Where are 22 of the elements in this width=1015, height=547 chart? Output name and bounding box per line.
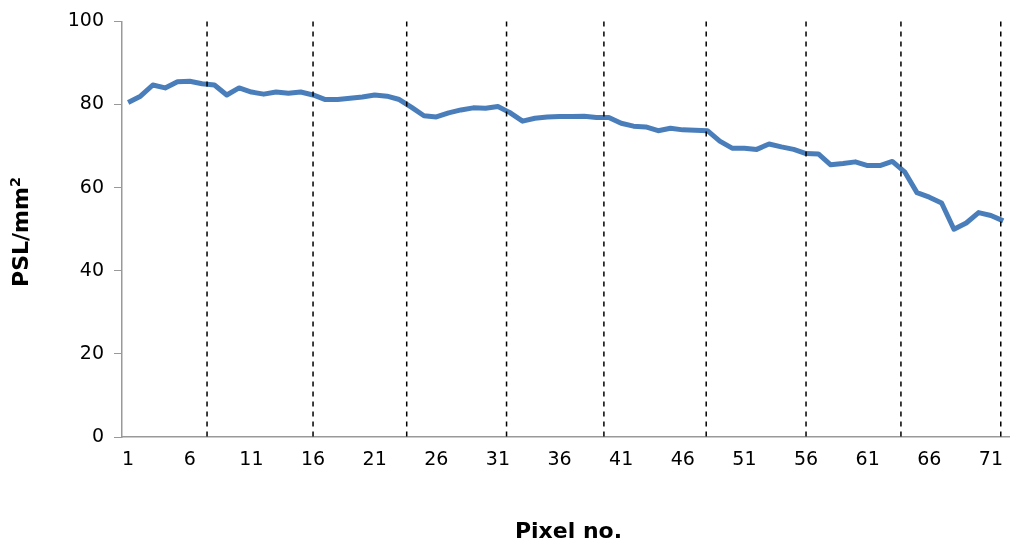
y-tick-label: 80: [79, 91, 104, 114]
x-tick-label: 71: [978, 447, 1004, 470]
x-tick-label: 31: [485, 447, 511, 470]
y-tick-label: 40: [79, 257, 104, 280]
x-tick-label: 21: [362, 447, 387, 470]
y-tick-label: 20: [79, 340, 104, 363]
x-tick-label: 36: [547, 447, 572, 470]
x-tick-label: 26: [424, 447, 449, 470]
x-tick-label: 61: [855, 447, 880, 470]
x-tick-label: 66: [917, 447, 942, 470]
x-tick-label: 11: [239, 447, 264, 470]
x-tick-label: 46: [670, 447, 695, 470]
x-axis-title: Pixel no.: [513, 518, 624, 543]
x-tick-label: 16: [300, 447, 326, 470]
x-tick-label: 6: [183, 447, 196, 470]
y-tick-label: 100: [67, 8, 104, 31]
y-tick-label: 0: [91, 423, 104, 446]
y-tick-label: 60: [79, 174, 104, 197]
x-tick-label: 56: [793, 447, 819, 470]
x-tick-label: 41: [609, 447, 634, 470]
x-tick-label: 51: [732, 447, 757, 470]
x-tick-label: 1: [122, 447, 135, 470]
